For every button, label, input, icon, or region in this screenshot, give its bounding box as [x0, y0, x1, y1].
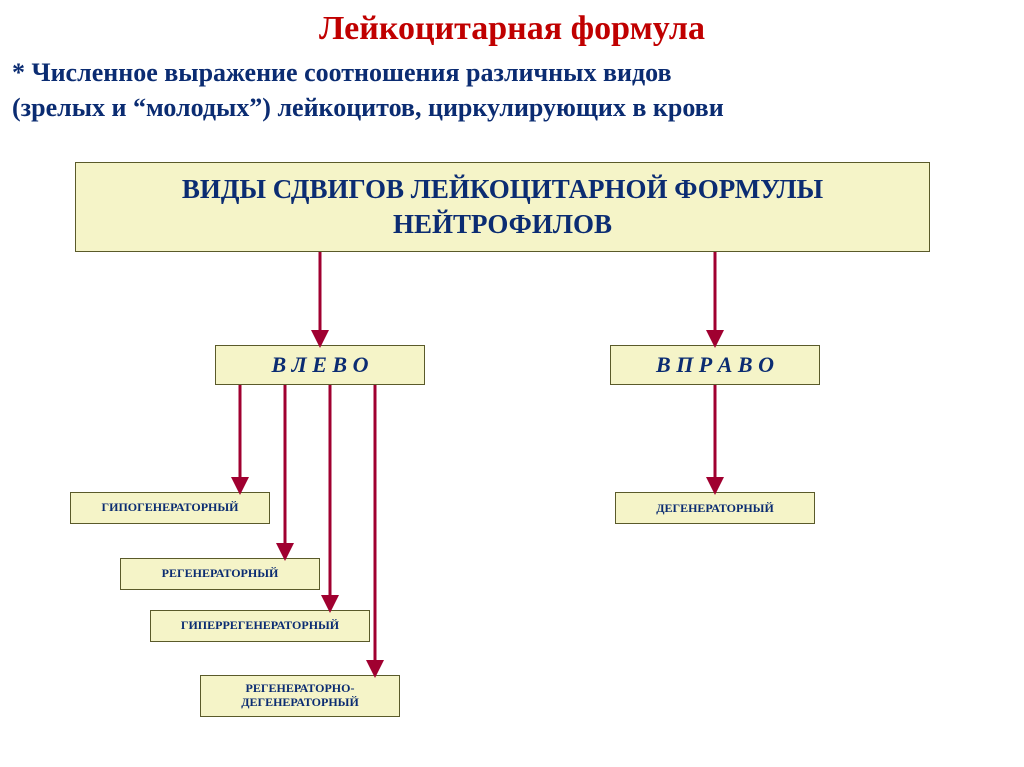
- arrows-layer: [0, 0, 1024, 767]
